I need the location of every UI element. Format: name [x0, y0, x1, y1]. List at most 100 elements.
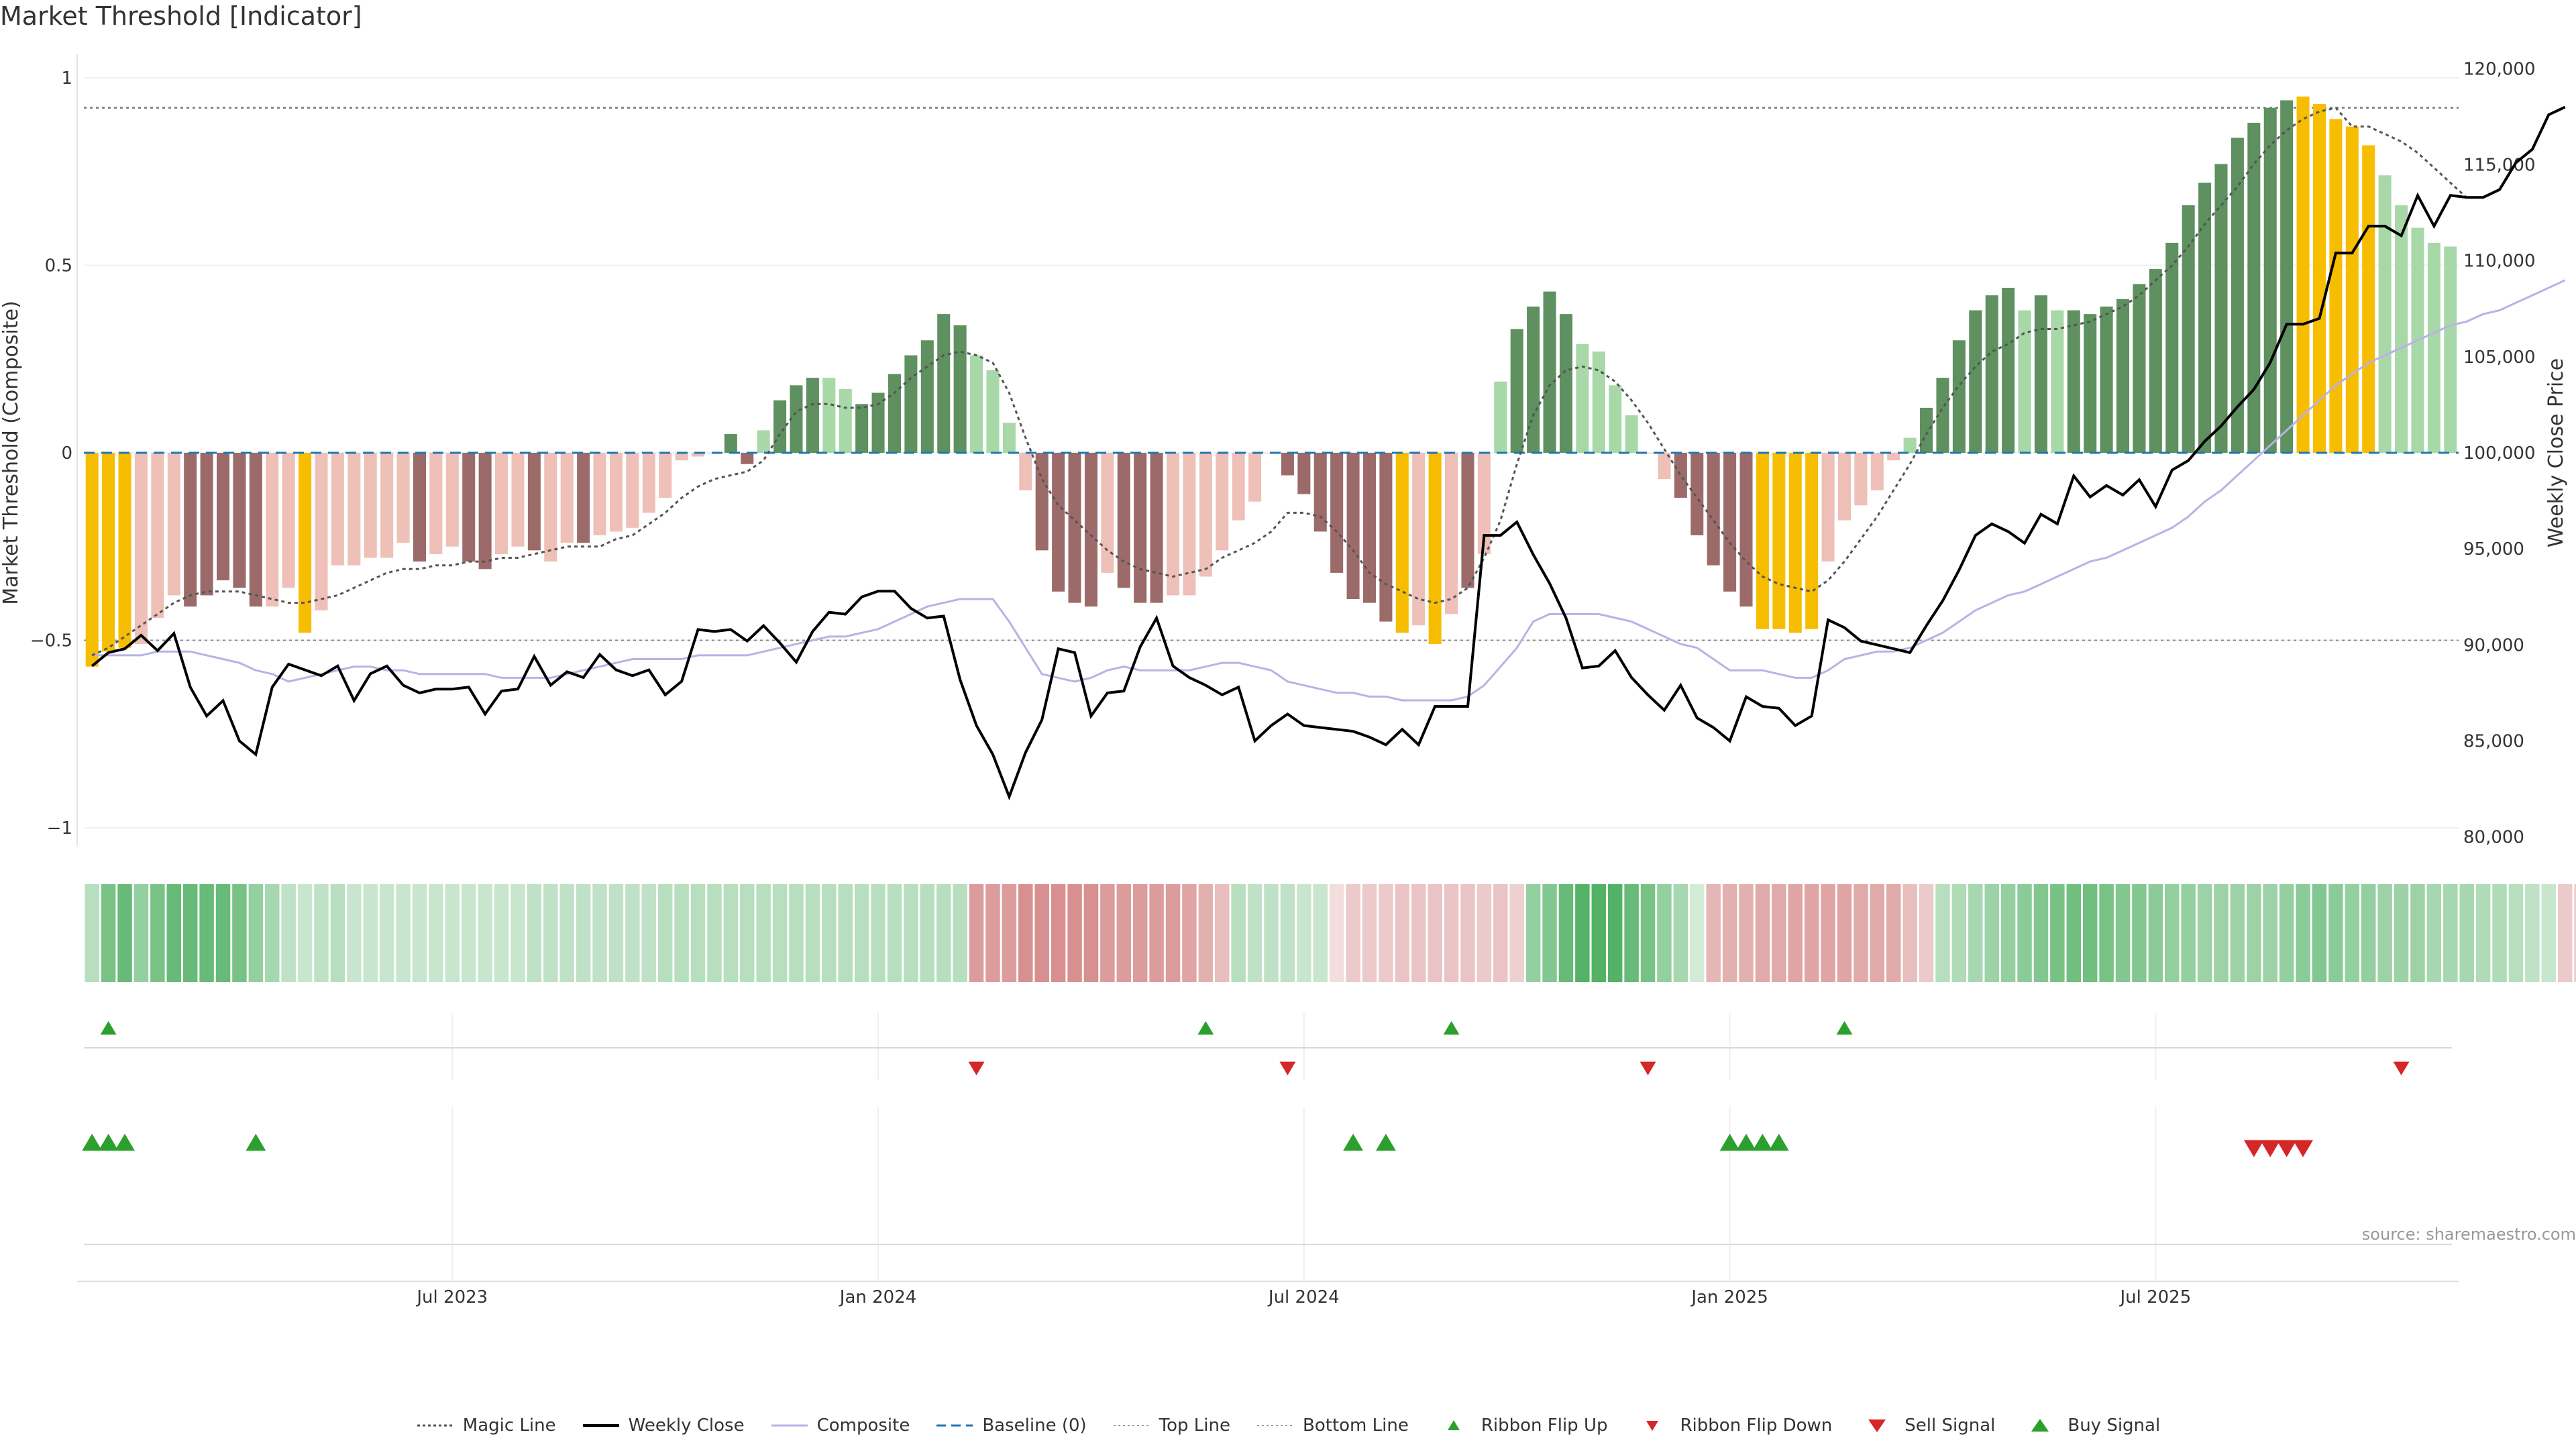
ribbon-cell [641, 884, 657, 982]
composite-bar [478, 453, 492, 570]
ribbon-cell [871, 884, 885, 982]
composite-bar [167, 453, 180, 596]
composite-line [92, 279, 2566, 702]
composite-bar [2002, 288, 2015, 453]
composite-bar [413, 453, 427, 562]
ribbon-flip-down-marker [968, 1061, 985, 1075]
ribbon-cell [1935, 884, 1950, 982]
y2-tick-label: 115,000 [2463, 155, 2536, 175]
composite-bar [741, 453, 754, 464]
composite-bar [1903, 437, 1917, 453]
ribbon-cell [2541, 884, 2557, 982]
composite-bar [1625, 415, 1638, 453]
ribbon-cell [2426, 884, 2442, 982]
ribbon-cell [511, 884, 525, 982]
composite-bar [1527, 306, 1540, 453]
ribbon-cell [1919, 884, 1934, 982]
legend-swatch [1646, 1421, 1659, 1431]
ribbon-cell [1067, 884, 1082, 982]
y2-tick-label: 95,000 [2463, 539, 2524, 559]
composite-bar [495, 453, 508, 554]
composite-bar [1150, 453, 1163, 603]
ribbon-cell [1132, 884, 1148, 982]
buy-signal-marker [1752, 1134, 1773, 1151]
y-axis-label: Market Threshold (Composite) [0, 301, 23, 605]
ribbon-cell [232, 884, 247, 982]
ribbon-cell [887, 884, 902, 982]
composite-bar [2247, 123, 2261, 453]
composite-bar [1739, 453, 1753, 607]
ribbon-cell [953, 884, 967, 982]
composite-bar [2034, 295, 2047, 453]
ribbon-cell [2066, 884, 2082, 982]
ribbon-cell [101, 884, 116, 982]
composite-bar [118, 453, 131, 648]
composite-bar [2149, 269, 2162, 453]
ribbon-cell [150, 884, 165, 982]
y2-tick-label: 80,000 [2463, 828, 2524, 848]
composite-bar [1920, 407, 1933, 453]
composite-bar [1952, 340, 1966, 453]
composite-bar [1477, 453, 1491, 554]
buy-signal-marker [1375, 1134, 1396, 1151]
composite-bar [282, 453, 295, 588]
composite-bar [724, 434, 737, 453]
composite-bar [2182, 205, 2195, 453]
composite-bar [2329, 119, 2343, 453]
composite-bar [1592, 352, 1605, 453]
ribbon-cell [1854, 884, 1868, 982]
ribbon-cell [117, 884, 132, 982]
ribbon-cell [527, 884, 542, 982]
ribbon-cell [592, 884, 607, 982]
ribbon-cell [494, 884, 509, 982]
ribbon-cell [2296, 884, 2310, 982]
ribbon-cell [1951, 884, 1967, 982]
composite-bar [642, 453, 655, 513]
y2-tick-label: 110,000 [2463, 252, 2536, 272]
buy-signal-marker [98, 1134, 119, 1151]
x-tick-label: Jul 2025 [2118, 1287, 2191, 1307]
ribbon-cell [1165, 884, 1181, 982]
composite-bar [544, 453, 557, 562]
ribbon-cell [2475, 884, 2491, 982]
chart-legend: Magic Line Weekly Close Composite Baseline … [0, 1415, 2576, 1436]
ribbon-cell [2132, 884, 2147, 982]
ribbon-cell [1313, 884, 1328, 982]
composite-bar [920, 340, 934, 453]
composite-bar [822, 378, 836, 453]
ribbon-cell [1100, 884, 1115, 982]
legend-item: Magic Line [416, 1415, 556, 1436]
legend-swatch [771, 1424, 808, 1427]
composite-bar [1035, 453, 1049, 551]
ribbon-cell [1329, 884, 1344, 982]
composite-bar [1494, 381, 1507, 453]
composite-bar [1428, 453, 1442, 645]
ribbon-cell [2312, 884, 2327, 982]
ribbon-cell [1198, 884, 1214, 982]
ribbon-cell [1083, 884, 1099, 982]
x-tick-label: Jul 2024 [1267, 1287, 1340, 1307]
composite-bar [527, 453, 541, 551]
ribbon-cell [133, 884, 149, 982]
ribbon-cell [1247, 884, 1263, 982]
ribbon-cell [2525, 884, 2540, 982]
ribbon-cell [1804, 884, 1819, 982]
chart-title: Market Threshold [Indicator] [0, 1, 362, 31]
legend-item: Baseline (0) [935, 1415, 1087, 1436]
composite-bar [429, 453, 443, 554]
buy-signal-marker [1719, 1134, 1740, 1151]
ribbon-cell [740, 884, 755, 982]
ribbon-cell [215, 884, 231, 982]
ribbon-cell [248, 884, 264, 982]
composite-bar [1248, 453, 1262, 502]
composite-bar [233, 453, 246, 588]
ribbon-cell [1870, 884, 1885, 982]
ribbon-cell [1821, 884, 1835, 982]
ribbon-cell [674, 884, 689, 982]
composite-bar [1609, 385, 1622, 453]
ribbon-cell [2181, 884, 2196, 982]
buy-signal-marker [1768, 1134, 1789, 1151]
y-tick-label: 1 [61, 68, 72, 89]
ribbon-cell [461, 884, 476, 982]
legend-label: Magic Line [462, 1415, 556, 1436]
